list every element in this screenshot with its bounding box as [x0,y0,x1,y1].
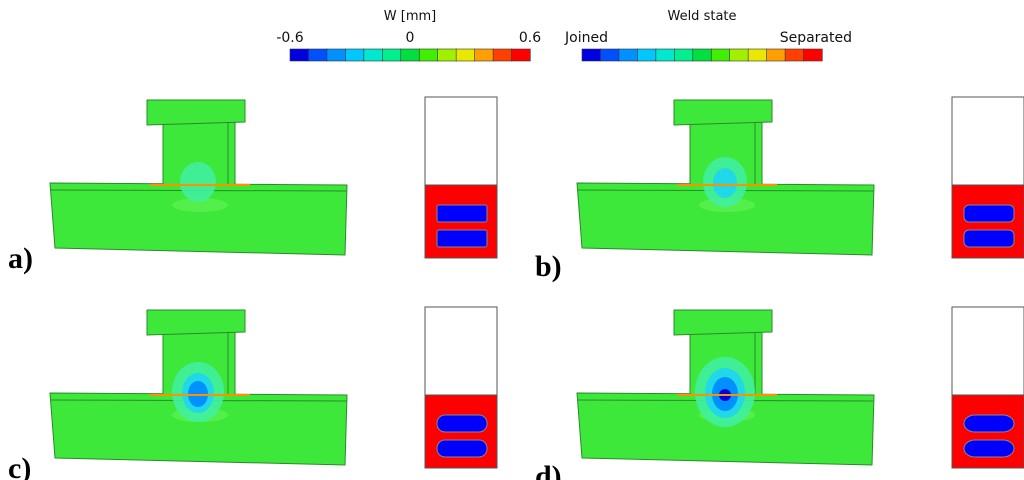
colorbar-swatch [730,49,749,61]
contour [180,162,216,202]
colorbar-swatch [456,49,475,61]
panel [577,97,1024,258]
colorbar-swatch [767,49,786,61]
cap [674,100,772,125]
colorbar-swatch [419,49,438,61]
colorbar-swatch [512,49,531,61]
weld-joined [964,205,1014,222]
colorbar-swatch [748,49,767,61]
colorbar-swatch [804,49,823,61]
weld-joined [964,440,1014,457]
colorbar-swatch [364,49,383,61]
cap [147,310,245,335]
colorbar-swatch [475,49,494,61]
colorbar-label: Joined [564,30,608,46]
colorbar-swatch [401,49,420,61]
colorbar-swatch [693,49,712,61]
cap [674,310,772,335]
panel-label: c) [8,452,31,480]
weld-joined [437,415,487,432]
colorbar-swatch [619,49,638,61]
figure: W [mm] -0.6 0 0.6 Weld state Joined Sepa… [0,0,1024,480]
panel [50,97,497,258]
panel-label: a) [8,242,33,275]
colorbar-swatch [290,49,309,61]
colorbar-swatch [656,49,675,61]
colorbar-title: W [mm] [384,9,436,24]
panel-label: b) [535,250,562,283]
colorbar-swatch [308,49,327,61]
weld-joined [964,415,1014,432]
contour [713,168,737,198]
colorbar-swatch [493,49,512,61]
weld-joined [437,440,487,457]
colorbar-tick: 0.6 [519,30,541,46]
colorbar-label: Separated [780,30,852,46]
colorbar-swatch [582,49,601,61]
colorbar-swatch [327,49,346,61]
colorbar-swatch [600,49,619,61]
colorbar-swatch [674,49,693,61]
weld-joined [964,230,1014,247]
colorbar-swatch [785,49,804,61]
colorbar-tick: -0.6 [276,30,303,46]
colorbar-swatch [637,49,656,61]
colorbar-swatch [345,49,364,61]
panel-label: d) [535,460,562,480]
colorbar-tick: 0 [406,30,415,46]
colorbar-swatch [711,49,730,61]
weld-joined [437,205,487,222]
panel [577,307,1024,468]
colorbar-swatch [382,49,401,61]
colorbar-title: Weld state [667,9,736,24]
colorbar-swatch [438,49,457,61]
cap [147,100,245,125]
weld-joined [437,230,487,247]
panel [50,307,497,468]
